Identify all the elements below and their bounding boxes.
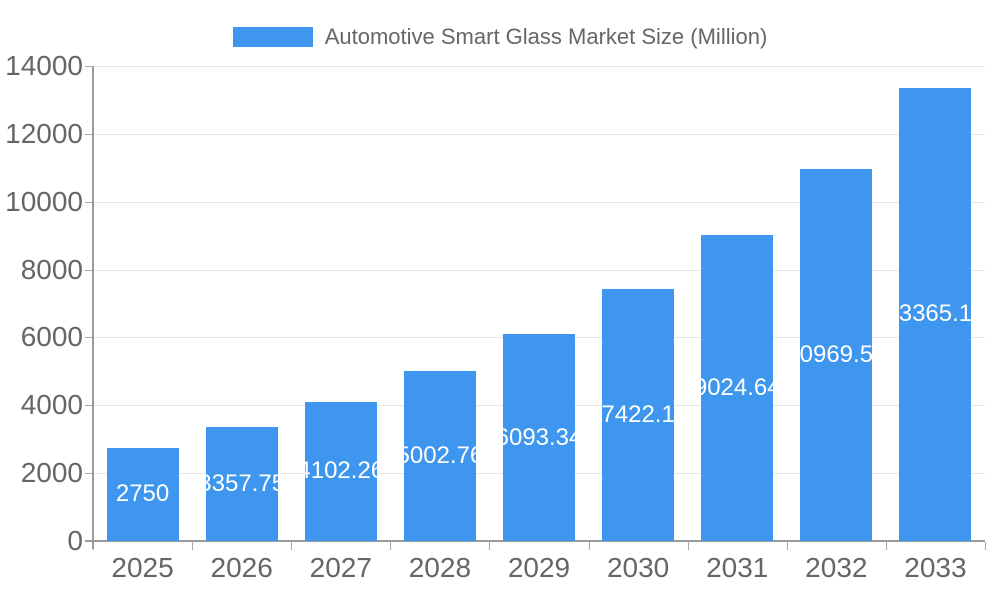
bar-2028[interactable]: 5002.76	[403, 371, 476, 541]
bar-2030[interactable]: 7422.1	[602, 289, 675, 541]
x-tick-label: 2030	[606, 552, 670, 583]
x-tick-label: 2032	[805, 552, 868, 583]
x-tick-label: 2027	[309, 552, 372, 583]
x-tick-mark	[390, 542, 392, 550]
x-tick-mark	[588, 542, 590, 550]
y-tick-label: 6000	[20, 321, 83, 353]
bar-2029[interactable]: 6093.34	[503, 334, 575, 541]
x-tick-mark	[885, 542, 887, 550]
bar-value-label: 3357.75	[206, 470, 278, 498]
legend-swatch	[232, 27, 313, 47]
legend[interactable]: Automotive Smart Glass Market Size (Mill…	[0, 22, 1000, 52]
y-tick-mark	[85, 133, 93, 135]
x-tick-label: 2025	[111, 552, 174, 583]
y-tick-label: 4000	[20, 389, 83, 421]
bar-2032[interactable]: 10969.51	[800, 168, 873, 541]
x-axis: 2025 2026 2027 2028 2029 2030 2031 2032 2033	[93, 552, 985, 588]
y-tick-mark	[85, 473, 93, 475]
gridline	[93, 201, 985, 203]
y-tick-label: 2000	[20, 457, 83, 489]
x-tick-mark	[786, 542, 788, 550]
x-tick-label: 2033	[904, 552, 967, 583]
y-axis: 0 2000 4000 6000 8000 10000 12000 14000	[0, 50, 83, 556]
y-tick-label: 12000	[5, 117, 83, 149]
bar-2031[interactable]: 9024.64	[701, 234, 774, 541]
x-tick-mark	[291, 542, 293, 550]
x-tick-label: 2026	[210, 552, 273, 583]
x-tick-mark	[687, 542, 689, 550]
bar-value-label: 4102.26	[305, 457, 377, 485]
bar-value-label: 10969.51	[800, 340, 873, 368]
y-tick-mark	[85, 405, 93, 407]
gridline	[93, 133, 985, 135]
y-tick-label: 0	[67, 525, 83, 556]
y-tick-label: 14000	[5, 50, 83, 81]
bar-value-label: 5002.76	[404, 442, 476, 470]
x-tick-mark	[489, 542, 491, 550]
y-axis-line	[92, 66, 94, 549]
y-tick-label: 10000	[5, 185, 83, 217]
bar-value-label: 6093.34	[503, 423, 575, 451]
plot-area: 2750 3357.75 4102.26 5002.76 6093.34 7422.1 90…	[85, 66, 986, 550]
bar-value-label: 9024.64	[701, 373, 773, 401]
bar-value-label: 13365.15	[899, 300, 972, 328]
gridline	[93, 66, 985, 67]
bar-value-label: 7422.1	[602, 401, 675, 429]
x-tick-label: 2028	[408, 552, 472, 583]
y-tick-mark	[85, 66, 93, 67]
x-tick-label: 2031	[706, 552, 769, 583]
bar-2027[interactable]: 4102.26	[304, 401, 377, 541]
x-tick-mark	[192, 542, 194, 550]
x-tick-mark	[985, 542, 986, 550]
x-axis-line	[85, 540, 985, 542]
bar-2025[interactable]: 2750	[106, 447, 179, 541]
y-tick-mark	[85, 337, 93, 339]
bar-value-label: 2750	[115, 480, 170, 508]
y-tick-mark	[85, 269, 93, 271]
gridline	[93, 269, 985, 271]
x-tick-label: 2029	[507, 552, 571, 583]
bar-2033[interactable]: 13365.15	[899, 87, 972, 541]
y-tick-label: 8000	[20, 253, 83, 285]
bar-2026[interactable]: 3357.75	[205, 427, 278, 541]
y-tick-mark	[85, 201, 93, 203]
legend-label: Automotive Smart Glass Market Size (Mill…	[324, 24, 768, 49]
